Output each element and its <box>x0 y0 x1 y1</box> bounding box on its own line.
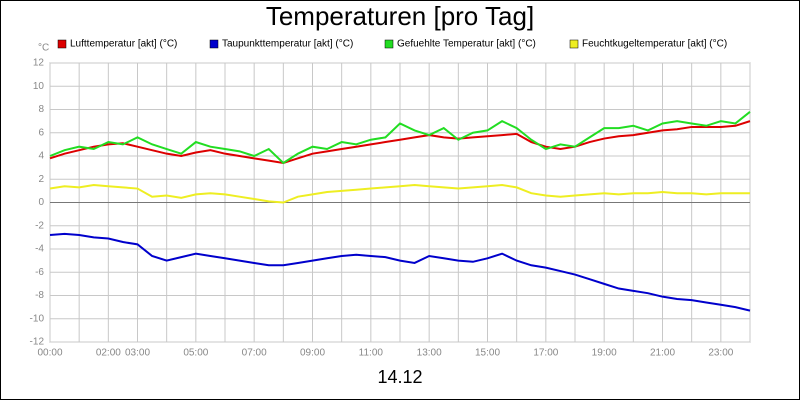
legend-swatch <box>569 39 579 49</box>
x-tick-label: 09:00 <box>300 348 325 359</box>
line-series <box>49 184 750 204</box>
line-series <box>49 111 751 165</box>
x-axis-label: 14.12 <box>377 367 422 387</box>
y-tick-label: -12 <box>30 337 45 348</box>
x-tick-label: 00:00 <box>37 348 62 359</box>
x-tick-label: 23:00 <box>708 348 733 359</box>
y-tick-label: -4 <box>35 244 44 255</box>
y-tick-label: 0 <box>38 197 44 208</box>
x-tick-label: 05:00 <box>183 348 208 359</box>
legend-label: Taupunkttemperatur [akt] (°C) <box>222 39 353 50</box>
legend-label: Lufttemperatur [akt] (°C) <box>70 39 177 50</box>
y-tick-label: 2 <box>38 174 44 185</box>
x-tick-label: 07:00 <box>242 348 267 359</box>
x-tick-label: 03:00 <box>125 348 150 359</box>
y-tick-label: -10 <box>30 313 45 324</box>
x-tick-label: 15:00 <box>475 348 500 359</box>
y-tick-label: 12 <box>33 58 45 69</box>
legend-swatch <box>209 39 219 49</box>
y-unit: °C <box>38 43 49 54</box>
y-tick-label: 4 <box>38 151 44 162</box>
line-series <box>49 232 751 312</box>
legend-label: Feuchtkugeltemperatur [akt] (°C) <box>582 39 727 50</box>
y-tick-label: 10 <box>33 81 45 92</box>
legend-swatch <box>57 39 67 49</box>
x-tick-label: 21:00 <box>650 348 675 359</box>
x-tick-label: 19:00 <box>592 348 617 359</box>
x-tick-label: 11:00 <box>359 348 384 359</box>
x-tick-label: 02:00 <box>96 348 121 359</box>
x-tick-label: 13:00 <box>417 348 442 359</box>
chart-title: Temperaturen [pro Tag] <box>266 1 534 31</box>
legend-swatch <box>384 39 394 49</box>
y-tick-label: -2 <box>35 220 44 231</box>
x-tick-label: 17:00 <box>533 348 558 359</box>
legend-label: Gefuehlte Temperatur [akt] (°C) <box>397 39 536 50</box>
y-tick-label: 6 <box>38 127 44 138</box>
line-series <box>49 120 751 164</box>
y-tick-label: 8 <box>38 104 44 115</box>
y-tick-label: -6 <box>35 267 44 278</box>
y-tick-label: -8 <box>35 290 44 301</box>
